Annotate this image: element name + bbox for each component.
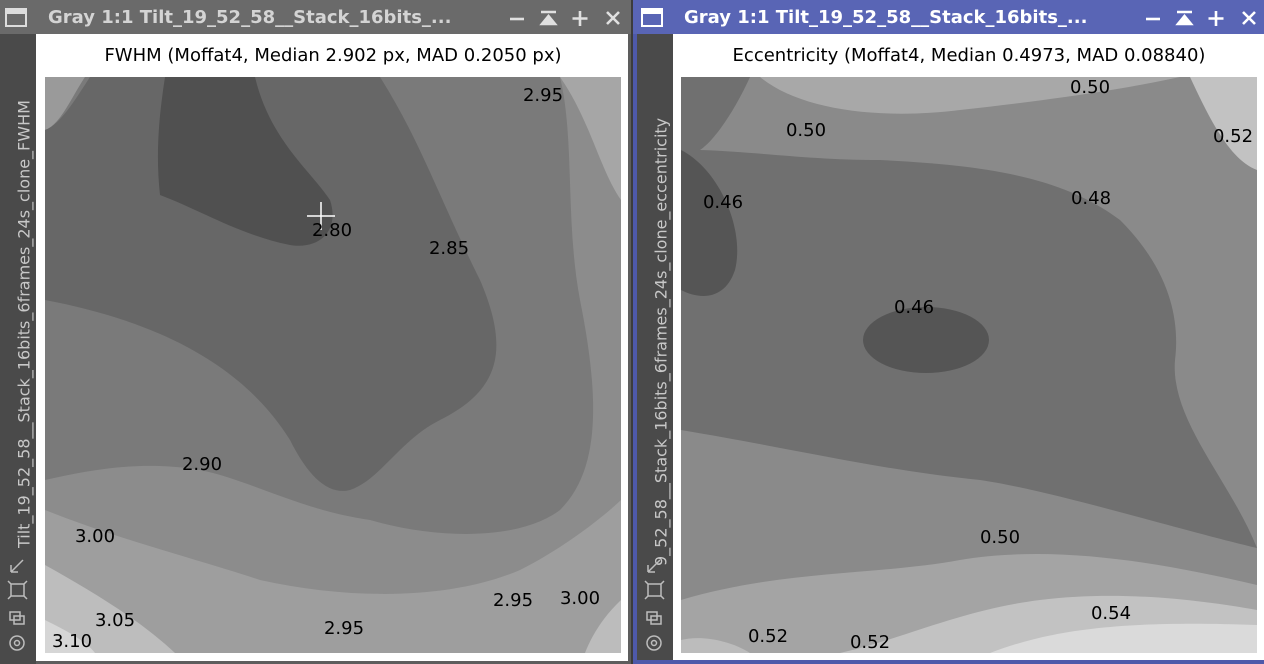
contour-label: 0.50 <box>980 527 1020 548</box>
contour-plot <box>45 77 621 653</box>
contour-label: 3.10 <box>52 631 92 652</box>
icon-button[interactable] <box>7 580 28 600</box>
maximize-button[interactable] <box>572 11 588 26</box>
contour-label: 3.05 <box>95 610 135 631</box>
contour-label: 0.46 <box>894 297 934 318</box>
title-bar[interactable] <box>0 0 631 34</box>
contour-label: 2.95 <box>493 590 533 611</box>
icon-button[interactable] <box>644 580 665 600</box>
window-icon-bar <box>642 9 662 14</box>
icon-button[interactable] <box>9 635 25 651</box>
contour-label: 2.95 <box>523 85 563 106</box>
contour-label: 2.95 <box>324 618 364 639</box>
window-title: Gray 1:1 Tilt_19_52_58__Stack_16bits_... <box>48 7 451 28</box>
icon-button[interactable] <box>650 639 658 647</box>
contour-label: 2.90 <box>182 454 222 475</box>
contour-label: 0.54 <box>1091 603 1131 624</box>
plot-title: FWHM (Moffat4, Median 2.902 px, MAD 0.20… <box>104 45 561 66</box>
shade-button[interactable] <box>1175 10 1194 26</box>
side-label: 9_52_58__Stack_16bits_6frames_24s_clone_… <box>652 118 672 566</box>
contour-label: 0.52 <box>748 626 788 647</box>
contour-label: 0.46 <box>703 192 743 213</box>
maximize-button[interactable] <box>1208 11 1224 26</box>
side-label: Tilt_19_52_58__Stack_16bits_6frames_24s_… <box>15 100 35 549</box>
contour-label: 0.48 <box>1071 188 1111 209</box>
icon-button[interactable] <box>9 611 25 625</box>
icon-button[interactable] <box>13 639 21 647</box>
contour-plot <box>681 77 1257 653</box>
side-strip <box>637 34 673 660</box>
close-button[interactable] <box>1242 11 1256 25</box>
shade-button[interactable] <box>539 10 558 26</box>
icon-button[interactable] <box>646 635 662 651</box>
window-icon-bar <box>6 9 26 14</box>
image-window: Gray 1:1 Tilt_19_52_58__Stack_16bits_...… <box>0 0 631 664</box>
image-window: Gray 1:1 Tilt_19_52_58__Stack_16bits_...… <box>633 0 1264 664</box>
close-button[interactable] <box>606 11 620 25</box>
contour-label: 0.50 <box>786 120 826 141</box>
contour-label: 0.50 <box>1070 77 1110 98</box>
contour-label: 0.52 <box>1213 126 1253 147</box>
side-strip <box>0 34 36 664</box>
contour-label: 0.52 <box>850 632 890 653</box>
icon-button[interactable] <box>10 559 24 573</box>
window-title: Gray 1:1 Tilt_19_52_58__Stack_16bits_... <box>684 7 1087 28</box>
contour-label: 2.80 <box>312 220 352 241</box>
plot-title: Eccentricity (Moffat4, Median 0.4973, MA… <box>733 45 1206 66</box>
contour-label: 3.00 <box>75 526 115 547</box>
icon-button[interactable] <box>647 559 661 573</box>
title-bar[interactable] <box>633 0 1264 34</box>
icon-button[interactable] <box>646 611 662 625</box>
contour-label: 2.85 <box>429 238 469 259</box>
contour-label: 3.00 <box>560 588 600 609</box>
